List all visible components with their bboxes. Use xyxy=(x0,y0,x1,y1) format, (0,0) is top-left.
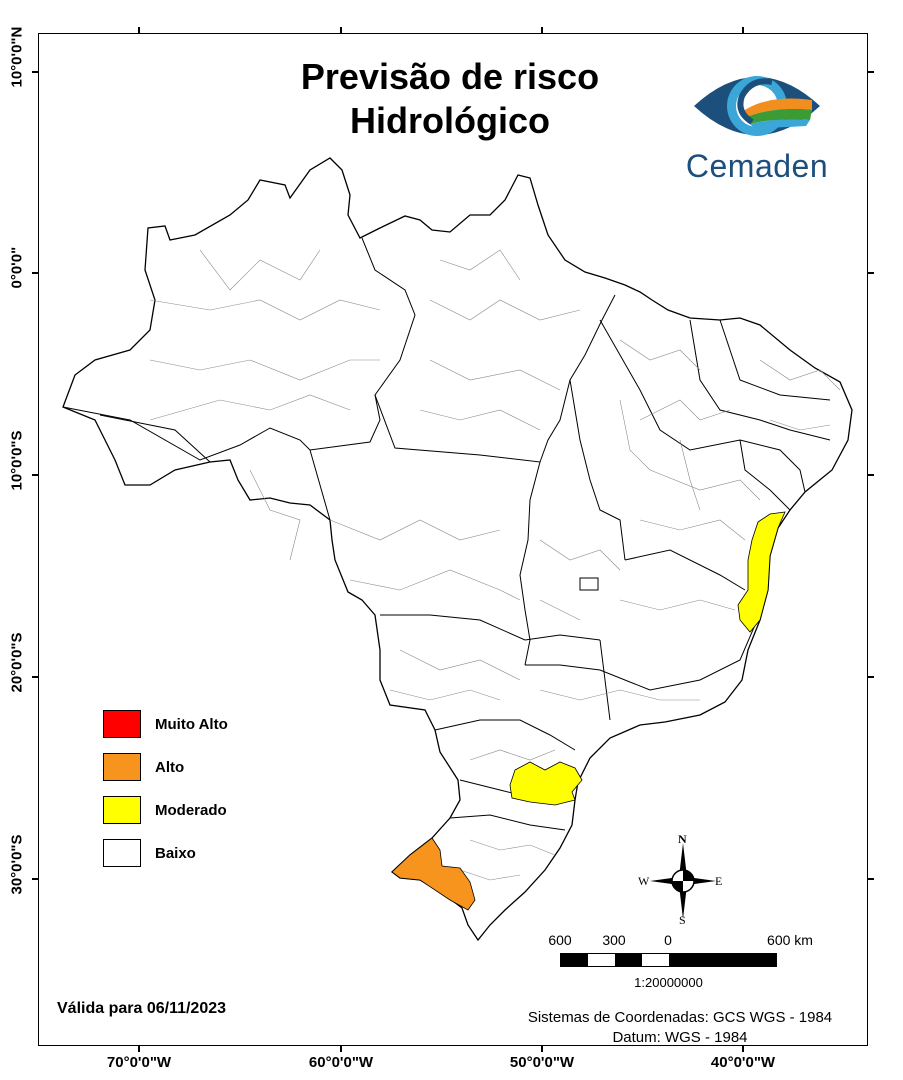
lon-tick xyxy=(340,1045,342,1052)
compass-north: N xyxy=(678,832,687,846)
map-frame xyxy=(38,33,868,1046)
legend-swatch xyxy=(103,753,141,781)
lat-tick xyxy=(867,676,874,678)
lat-tick xyxy=(867,474,874,476)
lat-tick xyxy=(867,71,874,73)
lon-tick xyxy=(541,1045,543,1052)
lon-tick xyxy=(541,27,543,34)
lon-label: 60°0'0"W xyxy=(308,1054,374,1071)
lon-label: 70°0'0"W xyxy=(106,1054,172,1071)
lat-tick xyxy=(32,272,39,274)
coordinate-system: Sistemas de Coordenadas: GCS WGS - 1984 xyxy=(527,1009,833,1026)
legend-label: Moderado xyxy=(155,802,227,819)
lon-tick xyxy=(742,1045,744,1052)
scale-label: 600 xyxy=(548,932,572,948)
lon-label: 40°0'0"W xyxy=(710,1054,776,1071)
lon-label: 50°0'0"W xyxy=(509,1054,575,1071)
title-line-1: Previsão de risco xyxy=(300,56,600,97)
logo-text: Cemaden xyxy=(685,148,829,184)
legend-swatch xyxy=(103,796,141,824)
legend-label: Muito Alto xyxy=(155,716,228,733)
lat-label: 10°0'0"S xyxy=(8,430,26,491)
compass-south: S xyxy=(679,913,686,927)
scale-label: 300 xyxy=(602,932,626,948)
scale-label: 600 km xyxy=(767,932,813,948)
scale-ratio: 1:20000000 xyxy=(634,975,703,990)
lat-label: 20°0'0"S xyxy=(8,632,26,693)
legend-label: Baixo xyxy=(155,845,196,862)
datum: Datum: WGS - 1984 xyxy=(612,1029,748,1046)
risk-area-rio-grande-do-sul xyxy=(391,837,476,911)
lat-tick xyxy=(32,676,39,678)
lat-label: 30°0'0"S xyxy=(8,834,26,895)
compass-west: W xyxy=(638,874,650,888)
legend-label: Alto xyxy=(155,759,185,776)
north-arrow-compass: N S W E xyxy=(638,832,728,927)
lat-label: 10°0'0"N xyxy=(8,26,26,88)
title-line-2: Hidrológico xyxy=(350,100,550,141)
lat-label: 0°0'0" xyxy=(8,246,26,289)
lon-tick xyxy=(742,27,744,34)
coordinate-system-info: Sistemas de Coordenadas: GCS WGS - 1984 … xyxy=(485,1008,875,1048)
basin-boundaries xyxy=(149,249,841,881)
cemaden-logo: Cemaden xyxy=(672,66,842,186)
lat-tick xyxy=(32,71,39,73)
lat-tick xyxy=(32,474,39,476)
scale-bar xyxy=(560,953,777,967)
legend-swatch xyxy=(103,839,141,867)
lat-tick xyxy=(867,272,874,274)
legend-swatch xyxy=(103,710,141,738)
validity-date: Válida para 06/11/2023 xyxy=(57,1000,227,1017)
lat-tick xyxy=(867,878,874,880)
compass-rose-icon xyxy=(650,843,716,919)
lon-tick xyxy=(138,27,140,34)
map-title: Previsão de risco Hidrológico xyxy=(230,55,670,143)
lat-tick xyxy=(32,878,39,880)
risk-area-bahia xyxy=(737,511,786,633)
scale-label: 0 xyxy=(664,932,672,948)
lon-tick xyxy=(340,27,342,34)
risk-area-santa-catarina xyxy=(509,761,583,806)
cemaden-eye-logo-icon xyxy=(694,76,820,136)
compass-east: E xyxy=(715,874,723,888)
lon-tick xyxy=(138,1045,140,1052)
